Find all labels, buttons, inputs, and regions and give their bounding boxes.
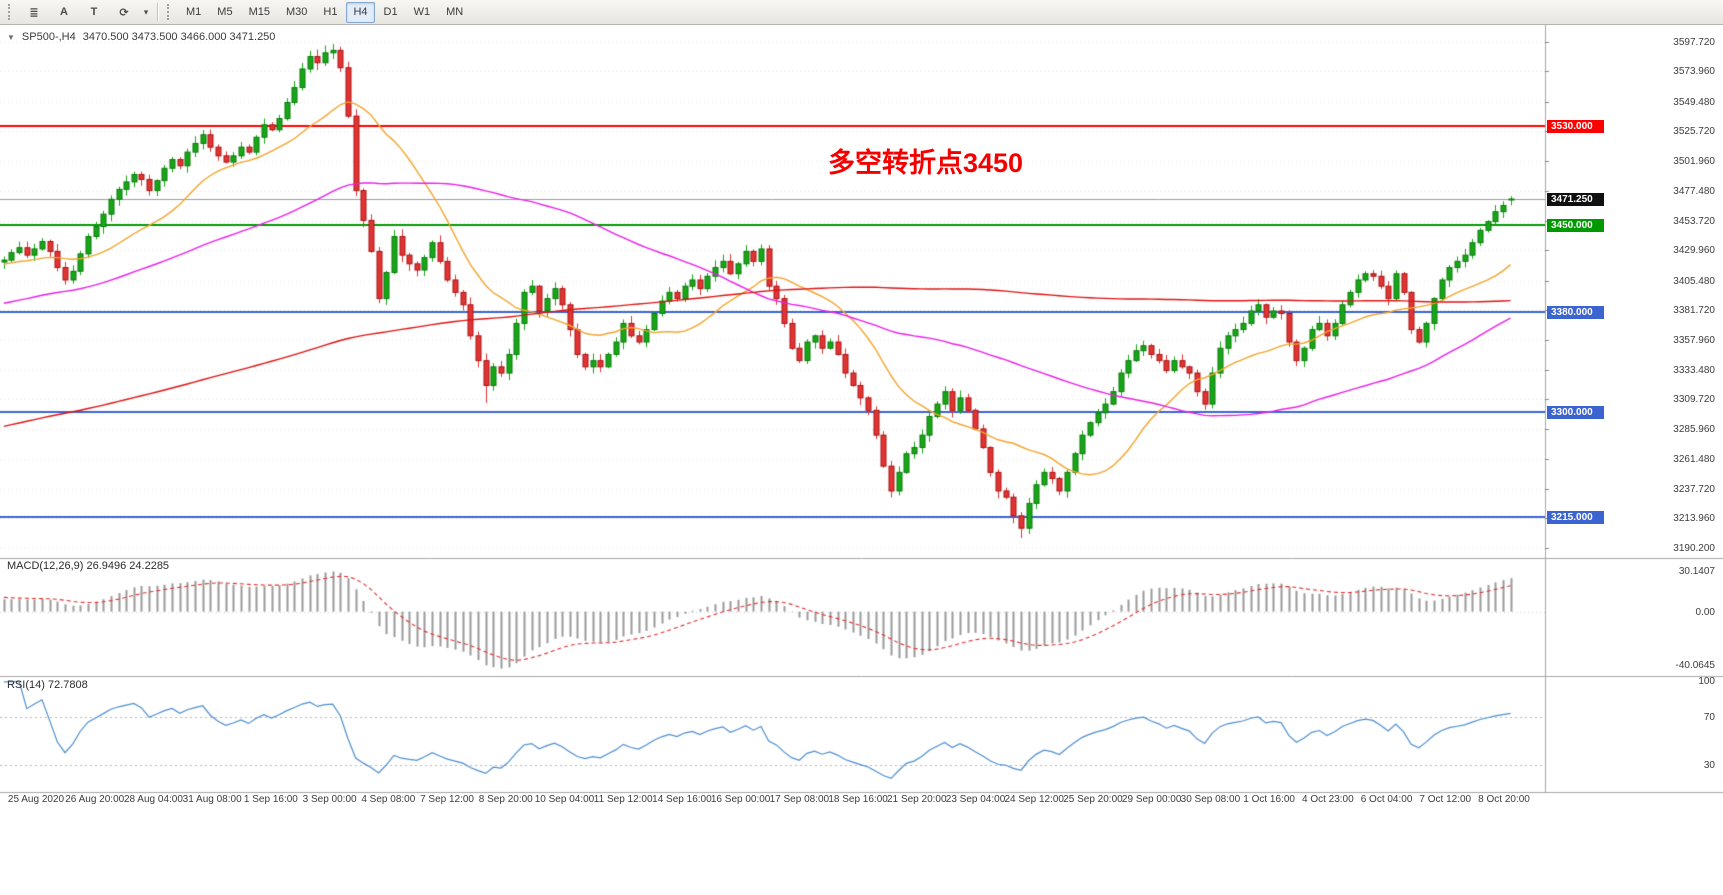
time-label: 11 Sep 12:00 xyxy=(593,794,653,805)
hline-price-tag: 3530.000 xyxy=(1547,120,1604,134)
time-label: 18 Sep 16:00 xyxy=(828,794,888,805)
rsi-axis-label: 100 xyxy=(1698,675,1715,687)
toolbar-icon-group: ≣ A T ⟳ ▾ xyxy=(19,2,153,23)
timeframe-w1[interactable]: W1 xyxy=(413,6,431,18)
price-tick-label: 3190.200 xyxy=(1673,542,1715,554)
time-label: 24 Sep 12:00 xyxy=(1004,794,1064,805)
price-tick-label: 3477.480 xyxy=(1673,186,1715,198)
macd-axis-label: -40.0645 xyxy=(1675,660,1715,672)
price-tick-label: 3429.960 xyxy=(1673,245,1715,257)
price-tick-label: 3501.960 xyxy=(1673,155,1715,167)
price-tick-label: 3405.480 xyxy=(1673,275,1715,287)
toolbar: ≣ A T ⟳ ▾ M1 M5 M15 M30 H1 H4 D1 W1 MN xyxy=(0,0,1723,25)
timeframe-mn[interactable]: MN xyxy=(446,6,464,18)
time-label: 25 Sep 20:00 xyxy=(1063,794,1123,805)
price-tick-label: 3573.960 xyxy=(1673,66,1715,78)
rsi-axis-label: 30 xyxy=(1703,760,1715,772)
price-axis[interactable]: 3597.720 3573.960 3549.480 3525.720 3501.960… xyxy=(1545,25,1723,792)
macd-axis-label: 0.00 xyxy=(1695,606,1715,618)
dropdown-caret-icon[interactable]: ▾ xyxy=(143,6,149,17)
price-tick-label: 3381.720 xyxy=(1673,305,1715,317)
macd-axis-label: 30.1407 xyxy=(1678,566,1715,578)
time-label: 10 Sep 04:00 xyxy=(534,794,595,805)
time-label: 26 Aug 20:00 xyxy=(65,794,125,805)
charts-menu-icon[interactable]: ≣ xyxy=(29,6,39,19)
time-label: 4 Sep 08:00 xyxy=(361,794,416,805)
time-label: 4 Oct 23:00 xyxy=(1301,794,1354,805)
timeframe-h1[interactable]: H1 xyxy=(323,6,338,18)
timeframe-d1[interactable]: D1 xyxy=(383,6,398,18)
time-label: 6 Oct 04:00 xyxy=(1360,794,1413,805)
time-label: 23 Sep 04:00 xyxy=(945,794,1006,805)
time-label: 30 Sep 08:00 xyxy=(1180,794,1241,805)
timeframe-m1[interactable]: M1 xyxy=(186,6,202,18)
time-label: 21 Sep 20:00 xyxy=(887,794,947,805)
price-tick-label: 3261.480 xyxy=(1673,454,1715,466)
time-label: 8 Oct 20:00 xyxy=(1478,794,1530,805)
timeframe-toolbar-grip[interactable] xyxy=(167,4,173,20)
hline-price-tag: 3300.000 xyxy=(1547,405,1604,419)
time-label: 1 Oct 16:00 xyxy=(1243,794,1295,805)
price-tick-label: 3237.720 xyxy=(1673,483,1715,495)
price-tick-label: 3309.720 xyxy=(1673,394,1715,406)
timeframe-group: M1 M5 M15 M30 H1 H4 D1 W1 MN xyxy=(178,1,471,23)
time-label: 3 Sep 00:00 xyxy=(302,794,357,805)
toolbar-grip[interactable] xyxy=(8,4,14,20)
time-label: 17 Sep 08:00 xyxy=(769,794,830,805)
price-tick-label: 3285.960 xyxy=(1673,423,1715,435)
hline-price-tag: 3450.000 xyxy=(1547,219,1604,233)
price-tick-label: 3333.480 xyxy=(1673,364,1715,376)
price-tick-label: 3597.720 xyxy=(1673,37,1715,48)
toolbar-separator xyxy=(157,3,158,21)
price-tick-label: 3549.480 xyxy=(1673,96,1715,108)
crosshair-a-icon[interactable]: A xyxy=(60,6,68,18)
price-tick-label: 3453.720 xyxy=(1673,215,1715,227)
time-axis[interactable]: 25 Aug 2020 26 Aug 20:00 28 Aug 04:00 31 Au… xyxy=(0,794,1545,810)
refresh-icon[interactable]: ⟳ xyxy=(119,6,129,19)
hline-price-tag: 3380.000 xyxy=(1547,306,1604,320)
price-chart-canvas[interactable] xyxy=(0,25,1723,895)
time-label: 8 Sep 20:00 xyxy=(478,794,533,805)
bid-price-tag: 3471.250 xyxy=(1547,192,1604,206)
hline-price-tag: 3215.000 xyxy=(1547,511,1604,525)
time-label: 7 Oct 12:00 xyxy=(1419,794,1472,805)
timeframe-h4[interactable]: H4 xyxy=(346,1,375,23)
price-tick-label: 3525.720 xyxy=(1673,126,1715,138)
time-label: 16 Sep 00:00 xyxy=(710,794,771,805)
time-label: 28 Aug 04:00 xyxy=(123,794,183,805)
rsi-axis-label: 70 xyxy=(1703,712,1715,724)
price-tick-label: 3213.960 xyxy=(1673,513,1715,525)
text-tool-icon[interactable]: T xyxy=(90,6,98,18)
timeframe-m15[interactable]: M15 xyxy=(248,6,270,18)
time-label: 31 Aug 08:00 xyxy=(182,794,242,805)
time-label: 14 Sep 16:00 xyxy=(652,794,712,805)
time-label: 25 Aug 2020 xyxy=(7,794,65,805)
time-label: 29 Sep 00:00 xyxy=(1121,794,1182,805)
timeframe-m30[interactable]: M30 xyxy=(285,6,308,18)
time-label: 1 Sep 16:00 xyxy=(243,794,298,805)
time-label: 7 Sep 12:00 xyxy=(420,794,474,805)
price-tick-label: 3357.960 xyxy=(1673,334,1715,346)
timeframe-m5[interactable]: M5 xyxy=(217,6,233,18)
